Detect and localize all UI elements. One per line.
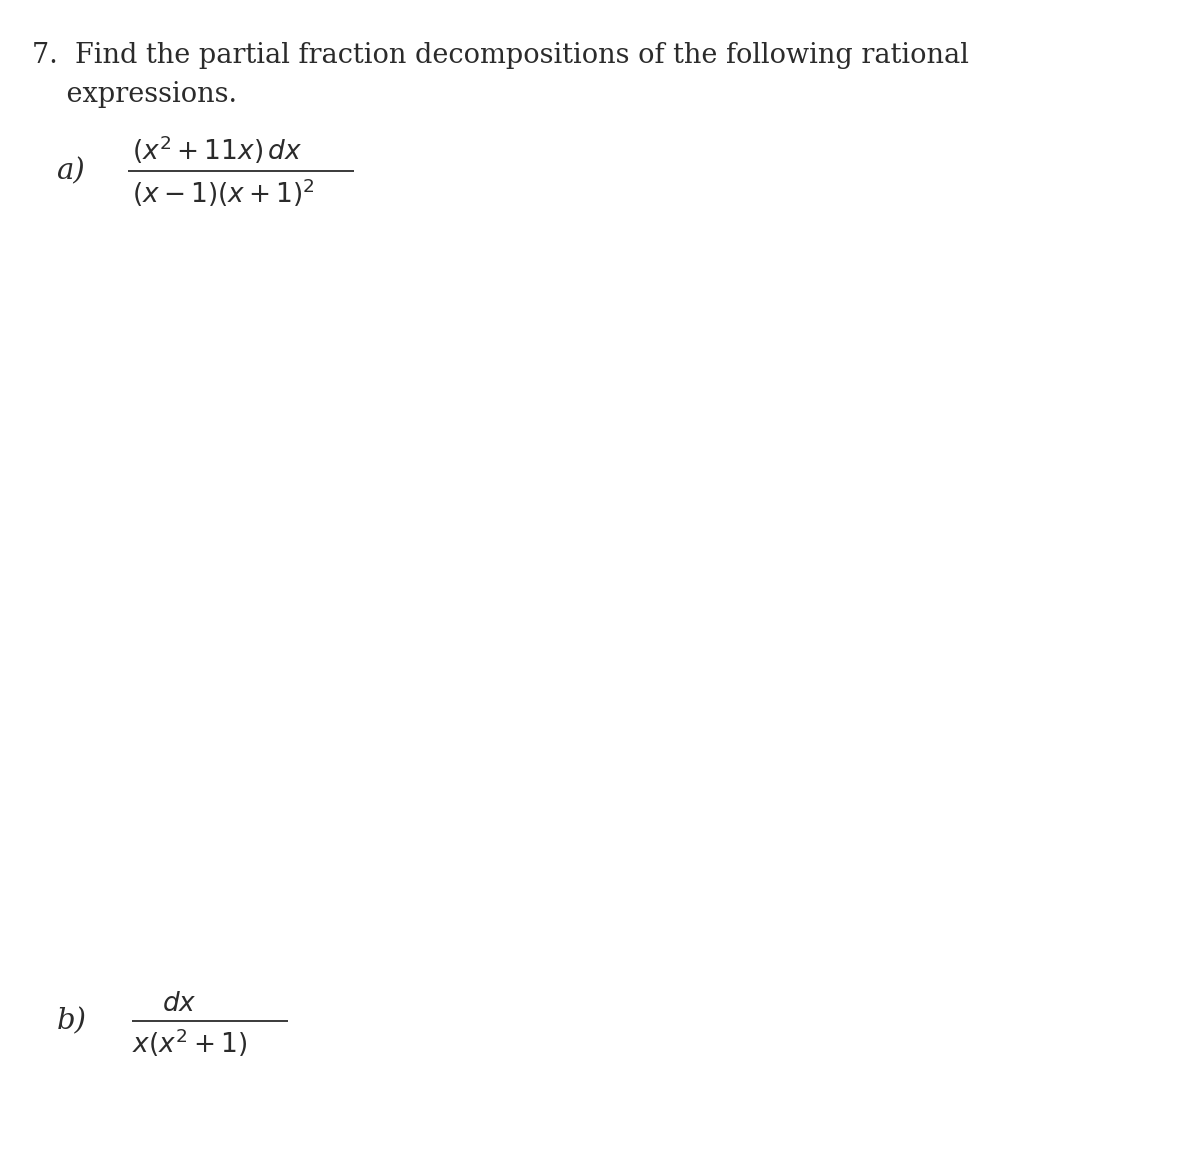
Text: $(x^2+11x)\,dx$: $(x^2+11x)\,dx$ [132, 133, 302, 167]
Text: $dx$: $dx$ [162, 991, 197, 1017]
Text: b): b) [56, 1007, 86, 1035]
Text: $x(x^2+1)$: $x(x^2+1)$ [132, 1027, 247, 1060]
Text: expressions.: expressions. [32, 81, 238, 108]
Text: $(x-1)(x+1)^2$: $(x-1)(x+1)^2$ [132, 176, 314, 210]
Text: 7.  Find the partial fraction decompositions of the following rational: 7. Find the partial fraction decompositi… [32, 42, 970, 68]
Text: a): a) [56, 157, 85, 185]
